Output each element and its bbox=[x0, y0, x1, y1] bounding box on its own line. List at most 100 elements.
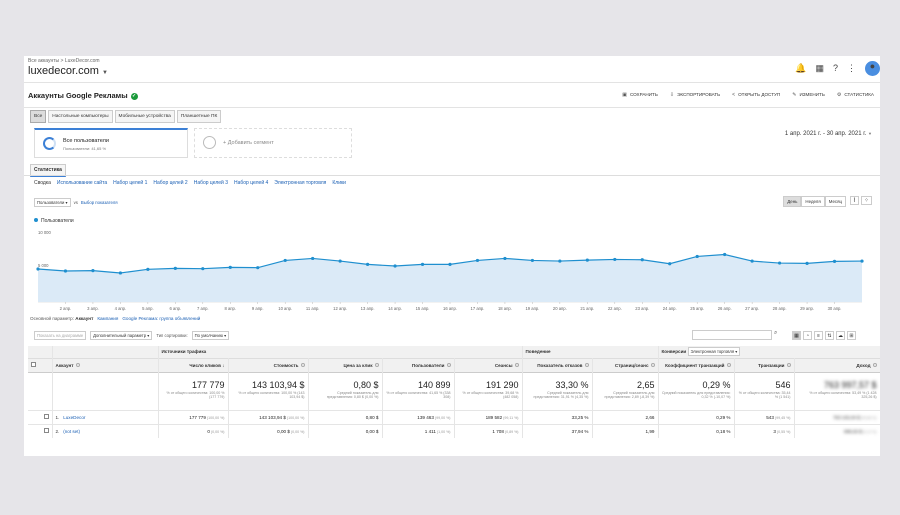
data-point[interactable] bbox=[256, 266, 260, 270]
segment-card[interactable]: Все пользователи Пользователи: 41,65 % bbox=[34, 128, 188, 158]
metric-controls: Пользователи ▾ vs Выбор показателя bbox=[34, 198, 118, 207]
data-point[interactable] bbox=[640, 258, 644, 262]
data-point[interactable] bbox=[91, 269, 95, 273]
row-checkbox[interactable] bbox=[43, 428, 49, 434]
tab-statistics[interactable]: Статистика bbox=[30, 164, 66, 177]
day-button[interactable]: День bbox=[783, 196, 802, 207]
row-checkbox[interactable] bbox=[43, 414, 49, 419]
metric-select[interactable]: Пользователи ▾ bbox=[34, 198, 71, 207]
col-cpc[interactable]: Цена за клик bbox=[308, 357, 383, 372]
conversion-select[interactable]: Электронная торговля ▾ bbox=[687, 347, 741, 357]
apps-grid-icon[interactable]: ▦ bbox=[815, 63, 824, 73]
search-icon[interactable]: ⌕ bbox=[774, 330, 778, 336]
subtab-goal-set-2[interactable]: Набор целей 2 bbox=[153, 180, 188, 186]
cell-percent: (99,11 %) bbox=[503, 415, 519, 420]
line-chart-icon[interactable]: ⌇ bbox=[850, 196, 859, 205]
term-cloud-icon[interactable]: ☁ bbox=[836, 331, 845, 340]
data-point[interactable] bbox=[503, 256, 507, 261]
data-point[interactable] bbox=[448, 262, 452, 266]
add-segment-button[interactable]: + Добавить сегмент bbox=[194, 128, 352, 158]
pivot-view-icon[interactable]: ⊞ bbox=[847, 331, 856, 340]
performance-view-icon[interactable]: ≡ bbox=[814, 331, 823, 340]
col-clicks[interactable]: Число кликов ↓ bbox=[158, 357, 229, 372]
subtab-goal-set-4[interactable]: Набор целей 4 bbox=[234, 180, 269, 186]
select-all-checkbox[interactable] bbox=[31, 362, 36, 367]
data-point[interactable] bbox=[338, 259, 342, 263]
data-point[interactable] bbox=[750, 259, 754, 263]
data-point[interactable] bbox=[366, 262, 370, 266]
motion-chart-icon[interactable]: ⁘ bbox=[860, 196, 872, 205]
account-link[interactable]: (not set) bbox=[63, 428, 81, 434]
col-bounce-rate[interactable]: Показатель отказов bbox=[522, 357, 593, 372]
data-point[interactable] bbox=[118, 271, 122, 275]
avatar[interactable]: ● bbox=[865, 60, 880, 76]
more-vert-icon[interactable]: ⋮ bbox=[847, 63, 856, 73]
data-point[interactable] bbox=[613, 257, 617, 262]
col-account[interactable]: Аккаунт bbox=[52, 357, 159, 372]
tab-tablet[interactable]: Планшетные ПК bbox=[176, 110, 222, 123]
insights-button[interactable]: ⚙ СТАТИСТИКА bbox=[837, 92, 874, 98]
data-point[interactable] bbox=[558, 259, 562, 263]
date-range-picker[interactable]: 1 апр. 2021 г. - 30 апр. 2021 г. ▼ bbox=[785, 131, 872, 137]
subtab-site-usage[interactable]: Использование сайта bbox=[56, 180, 108, 186]
subtab-ecommerce[interactable]: Электронная торговля bbox=[274, 180, 327, 186]
data-point[interactable] bbox=[805, 261, 809, 265]
dimension-campaign-link[interactable]: Кампания bbox=[97, 316, 119, 321]
share-button[interactable]: < ОТКРЫТЬ ДОСТУП bbox=[732, 92, 780, 98]
data-point[interactable] bbox=[778, 261, 782, 265]
tab-all[interactable]: Все bbox=[30, 110, 47, 123]
tab-mobile[interactable]: Мобильные устройства bbox=[114, 110, 175, 123]
data-point[interactable] bbox=[36, 267, 40, 271]
subtab-goal-set-3[interactable]: Набор целей 3 bbox=[193, 180, 228, 186]
choose-metric-link[interactable]: Выбор показателя bbox=[80, 200, 118, 205]
data-point[interactable] bbox=[475, 258, 480, 263]
data-point[interactable] bbox=[695, 254, 699, 259]
breadcrumb[interactable]: Все аккаунты > LuxeDecor.com bbox=[28, 58, 100, 64]
x-tick-label: 19 апр. bbox=[525, 306, 539, 311]
bell-icon[interactable]: 🔔 bbox=[795, 63, 807, 73]
plot-rows-button[interactable]: Показать на диаграмме bbox=[34, 331, 87, 340]
table-view-icon[interactable]: ▦ bbox=[792, 331, 801, 340]
col-revenue[interactable]: Доход bbox=[794, 357, 880, 372]
data-point[interactable] bbox=[530, 258, 534, 263]
col-sessions[interactable]: Сеансы bbox=[454, 357, 523, 372]
col-pages-per-session[interactable]: Страниц/сеанс bbox=[592, 357, 659, 372]
data-point[interactable] bbox=[311, 256, 315, 261]
data-point[interactable] bbox=[201, 267, 205, 271]
sort-type-select[interactable]: По умолчанию ▾ bbox=[191, 331, 230, 340]
data-point[interactable] bbox=[146, 267, 150, 271]
data-point[interactable] bbox=[173, 266, 177, 270]
pie-view-icon[interactable]: ◔ bbox=[803, 331, 812, 340]
data-point[interactable] bbox=[668, 262, 672, 266]
week-button[interactable]: Неделя bbox=[801, 196, 825, 207]
data-point[interactable] bbox=[283, 258, 287, 263]
data-point[interactable] bbox=[228, 265, 232, 269]
save-button[interactable]: ▣ СОХРАНИТЬ bbox=[622, 92, 658, 98]
col-cost[interactable]: Стоимость bbox=[228, 357, 309, 372]
data-point[interactable] bbox=[723, 252, 727, 257]
cell-percent: (0,00 %) bbox=[290, 429, 305, 434]
data-point[interactable] bbox=[393, 264, 397, 268]
property-selector[interactable]: luxedecor.com ▼ bbox=[28, 65, 108, 77]
help-icon[interactable]: ? bbox=[832, 63, 838, 73]
dimension-adgroup-link[interactable]: Google Реклама: группа объявлений bbox=[122, 316, 201, 321]
col-transaction-rate[interactable]: Коэффициент транзакций bbox=[658, 357, 735, 372]
subtab-summary[interactable]: Сводка bbox=[34, 180, 51, 186]
subtab-goal-set-1[interactable]: Набор целей 1 bbox=[113, 180, 148, 186]
data-point[interactable] bbox=[585, 258, 589, 262]
export-button[interactable]: ⇩ ЭКСПОРТИРОВАТЬ bbox=[670, 92, 720, 98]
table-search-input[interactable] bbox=[692, 330, 772, 340]
comparison-view-icon[interactable]: ⇅ bbox=[825, 331, 834, 340]
tab-desktop[interactable]: Настольные компьютеры bbox=[48, 110, 113, 123]
col-users[interactable]: Пользователи bbox=[382, 357, 455, 372]
data-point[interactable] bbox=[420, 262, 425, 266]
secondary-dimension-select[interactable]: Дополнительный параметр ▾ bbox=[90, 331, 153, 340]
subtab-clicks[interactable]: Клики bbox=[332, 180, 346, 186]
month-button[interactable]: Месяц bbox=[824, 196, 846, 207]
account-link[interactable]: LuxeDecor bbox=[63, 414, 86, 420]
data-point[interactable] bbox=[832, 259, 837, 264]
col-transactions[interactable]: Транзакции bbox=[734, 357, 795, 372]
data-point[interactable] bbox=[63, 269, 68, 273]
edit-button[interactable]: ✎ ИЗМЕНИТЬ bbox=[792, 92, 825, 98]
data-point[interactable] bbox=[860, 259, 864, 263]
